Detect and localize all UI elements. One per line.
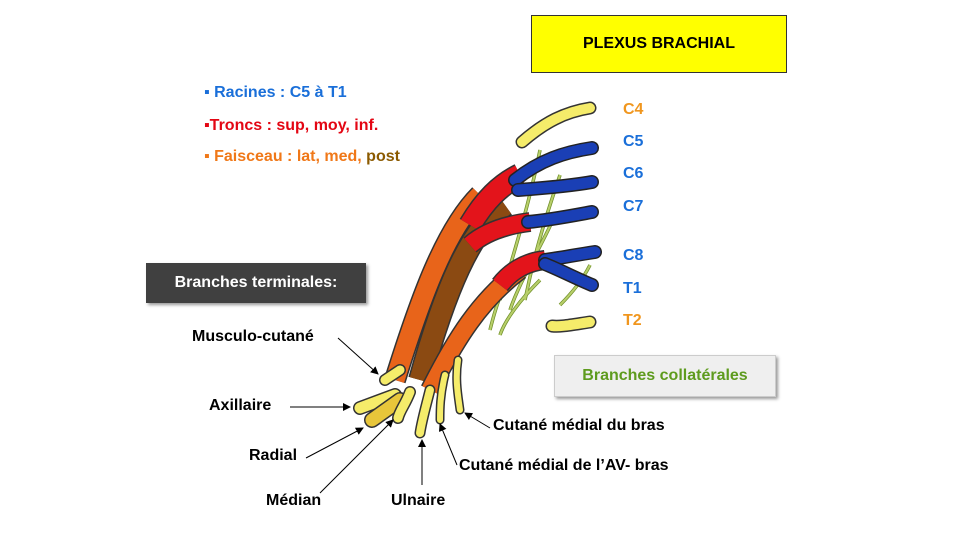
- label-musculocutaneous: Musculo-cutané: [192, 328, 314, 345]
- legend-roots: ▪ Racines : C5 à T1: [204, 84, 347, 101]
- root-label-t1: T1: [623, 280, 642, 297]
- root-label-c8: C8: [623, 247, 644, 264]
- terminal-branches-box: Branches terminales:: [146, 263, 366, 303]
- legend-cords: ▪ Faisceau : lat, med, post: [204, 148, 400, 166]
- diagram-title: PLEXUS BRACHIAL: [531, 15, 787, 73]
- root-label-c7: C7: [623, 198, 644, 215]
- legend-cords-post: post: [366, 148, 400, 165]
- roots: [508, 141, 602, 292]
- label-radial: Radial: [249, 447, 298, 464]
- root-label-c5: C5: [623, 133, 644, 150]
- root-label-c6: C6: [623, 165, 644, 182]
- root-label-t2: T2: [623, 312, 642, 329]
- legend-cords-main: ▪ Faisceau : lat, med,: [204, 148, 367, 165]
- label-axillary: Axillaire: [209, 397, 272, 414]
- terminal-branches: [353, 355, 465, 439]
- legend-trunks: ▪Troncs : sup, moy, inf.: [204, 117, 379, 134]
- collateral-branches-box: Branches collatérales: [554, 355, 776, 397]
- label-medial-cutaneous-forearm: Cutané médial de l’AV- bras: [459, 457, 669, 474]
- label-ulnar: Ulnaire: [391, 492, 446, 509]
- root-label-c4: C4: [623, 101, 644, 118]
- label-median: Médian: [266, 492, 322, 509]
- annotation-arrows: [290, 337, 491, 494]
- label-medial-cutaneous-arm: Cutané médial du bras: [493, 417, 665, 434]
